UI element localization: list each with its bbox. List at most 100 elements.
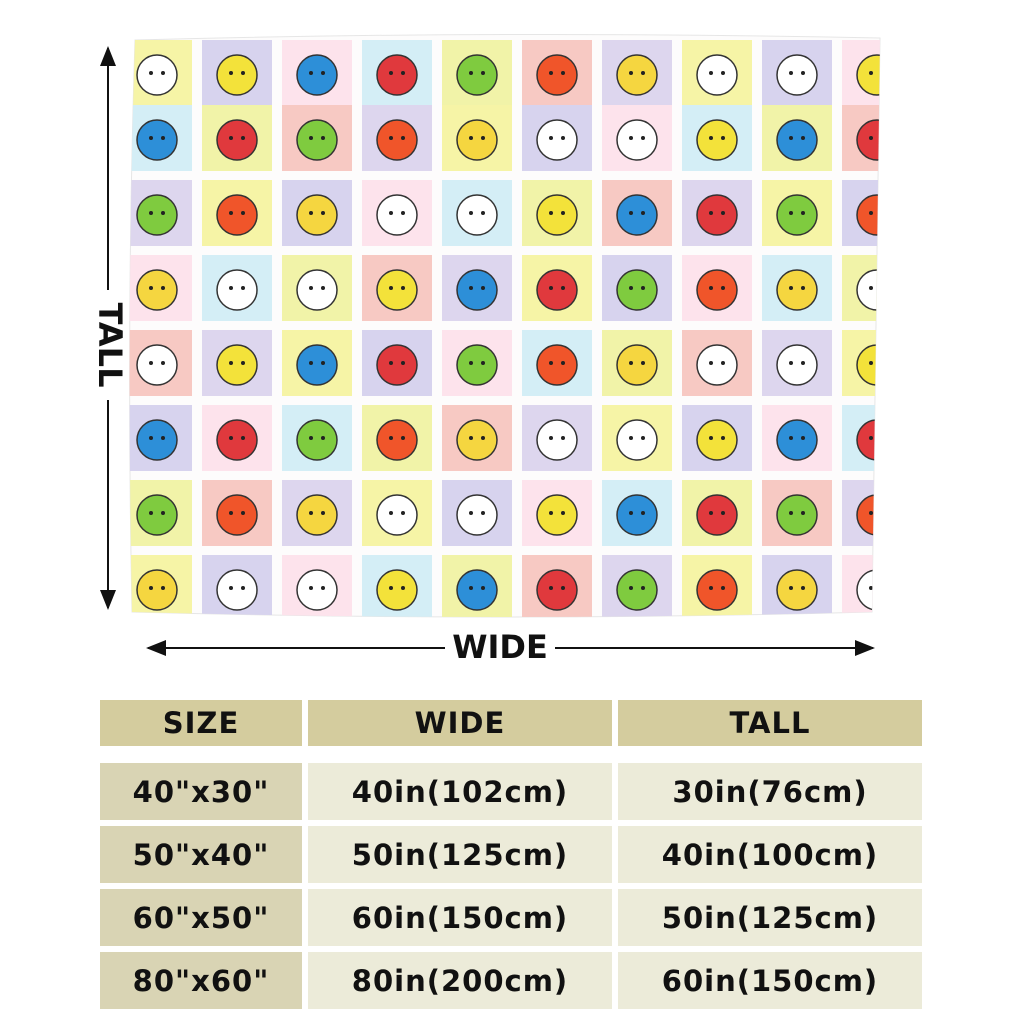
character-eye [789,211,793,215]
character-eye [561,511,565,515]
character-eye [561,211,565,215]
header-cell: SIZE [100,700,302,746]
character-eye [869,436,873,440]
character-eye [481,436,485,440]
character-eye [469,511,473,515]
character-eye [641,511,645,515]
tall-label: TALL [91,303,129,388]
character [616,54,658,96]
character-eye [241,436,245,440]
character [696,344,738,386]
character-eye [629,211,633,215]
character [616,269,658,311]
character-eye [549,211,553,215]
character-eye [709,71,713,75]
character [456,344,498,386]
character-eye [709,511,713,515]
character [376,344,418,386]
character [536,269,578,311]
character [376,494,418,536]
character [616,494,658,536]
pattern-tile [842,330,881,396]
pattern-tile [842,480,881,546]
character-eye [789,71,793,75]
character-eye [869,286,873,290]
character-eye [229,71,233,75]
table-cell: 50in(125cm) [618,889,922,946]
character-eye [161,511,165,515]
character-eye [561,361,565,365]
table-cell: 40in(102cm) [308,763,612,820]
character [776,194,818,236]
character [456,569,498,611]
character [696,569,738,611]
character-eye [389,586,393,590]
character-eye [869,136,873,140]
character [136,54,178,96]
character-eye [641,136,645,140]
character-eye [309,361,313,365]
character-eye [229,511,233,515]
character [856,119,881,161]
character-eye [641,361,645,365]
character-eye [709,211,713,215]
character-eye [309,511,313,515]
character-eye [149,136,153,140]
character [296,569,338,611]
character-eye [389,511,393,515]
character-eye [881,586,885,590]
character-eye [161,136,165,140]
character-eye [401,511,405,515]
character-eye [881,361,885,365]
character-eye [241,286,245,290]
character [696,119,738,161]
character [696,194,738,236]
character-eye [881,286,885,290]
character-eye [629,286,633,290]
character [216,344,258,386]
character-eye [801,286,805,290]
character-eye [321,436,325,440]
character [856,569,881,611]
character-eye [709,436,713,440]
character-eye [789,361,793,365]
character-eye [641,436,645,440]
character-eye [481,511,485,515]
character [456,269,498,311]
character-eye [801,71,805,75]
character [216,119,258,161]
character-eye [229,586,233,590]
character [696,419,738,461]
character-eye [481,136,485,140]
character [136,194,178,236]
character [216,269,258,311]
character [216,569,258,611]
character-eye [801,361,805,365]
character-eye [881,71,885,75]
header-cell: WIDE [308,700,612,746]
character-eye [721,436,725,440]
character [376,54,418,96]
character-eye [241,71,245,75]
character [536,494,578,536]
character [296,419,338,461]
character [456,119,498,161]
character-eye [869,361,873,365]
character [216,494,258,536]
character-eye [469,211,473,215]
character-eye [881,211,885,215]
table-cell: 60"x50" [100,889,302,946]
blanket-illustration: TALL WIDE [91,33,885,666]
character [376,419,418,461]
character [456,494,498,536]
character-eye [149,436,153,440]
character [856,344,881,386]
character-eye [629,511,633,515]
character [696,54,738,96]
character-eye [389,211,393,215]
character-eye [709,136,713,140]
character-eye [481,211,485,215]
character [136,494,178,536]
character-eye [629,361,633,365]
